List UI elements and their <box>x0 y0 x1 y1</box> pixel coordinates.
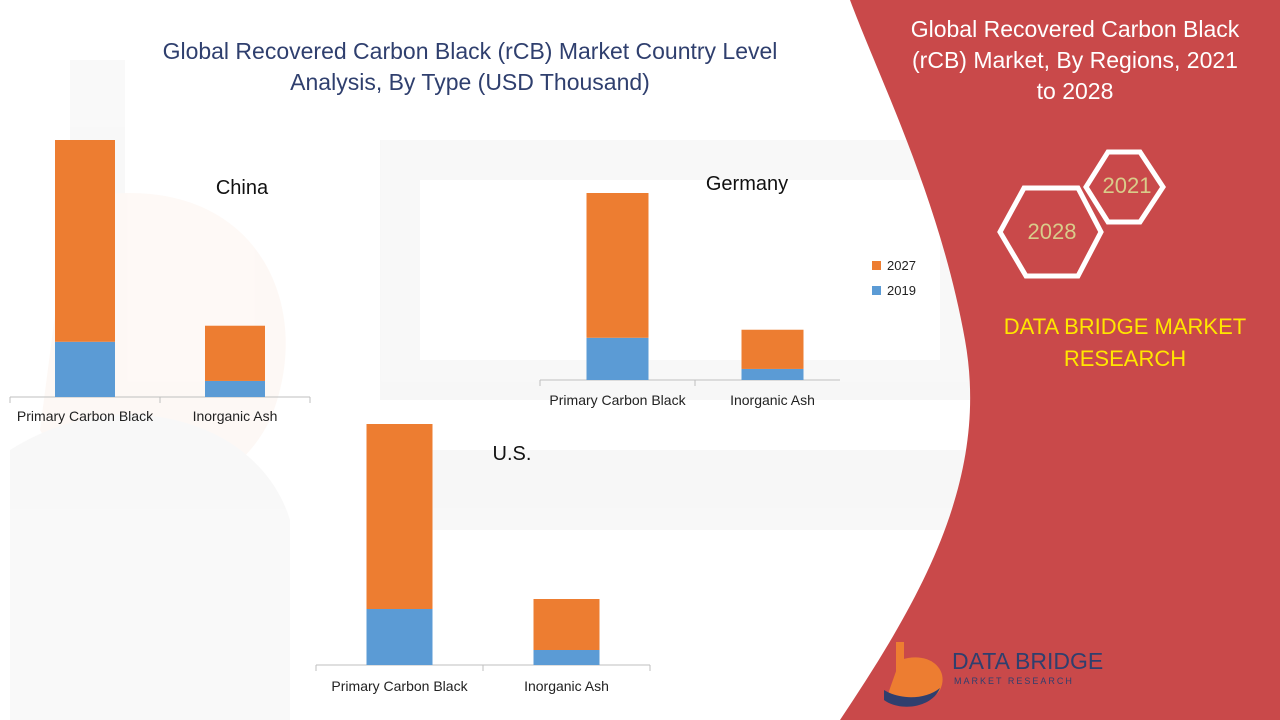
chart-title-germany: Germany <box>706 173 788 195</box>
bar-china-primary-carbon-black-2027 <box>55 140 115 342</box>
legend-item-2019: 2019 <box>872 283 916 298</box>
bar-germany-inorganic-ash-2027 <box>741 329 804 369</box>
legend: 2027 2019 <box>872 258 916 298</box>
bar-germany-primary-carbon-black-2027 <box>586 193 649 338</box>
bar-u-s-primary-carbon-black-2019 <box>366 609 433 665</box>
x-tick-label-china: Primary Carbon Black <box>17 408 154 424</box>
panel-title: Global Recovered Carbon Black (rCB) Mark… <box>910 16 1240 104</box>
x-tick-label-china: Inorganic Ash <box>193 408 278 424</box>
bar-u-s-primary-carbon-black-2027 <box>366 424 433 609</box>
x-tick-label-germany: Primary Carbon Black <box>549 392 686 408</box>
bar-china-primary-carbon-black-2019 <box>55 341 115 397</box>
bar-germany-inorganic-ash-2019 <box>741 368 804 380</box>
chart-title-china: China <box>216 177 269 199</box>
logo-subtitle: MARKET RESEARCH <box>954 676 1074 686</box>
logo-icon <box>884 642 943 707</box>
legend-item-2027: 2027 <box>872 258 916 273</box>
hexagon-back-icon <box>1083 149 1166 225</box>
legend-swatch-2027 <box>872 261 881 270</box>
bar-u-s-inorganic-ash-2027 <box>533 599 600 650</box>
bar-china-inorganic-ash-2019 <box>205 380 265 397</box>
hex-year-2021: 2021 <box>1102 173 1152 198</box>
legend-label-2027: 2027 <box>887 258 916 273</box>
brand-name: DATA BRIDGE MARKET RESEARCH <box>1003 314 1247 371</box>
x-tick-label-u-s: Inorganic Ash <box>524 678 609 694</box>
x-tick-label-u-s: Primary Carbon Black <box>331 678 468 694</box>
hex-year-2028: 2028 <box>1027 219 1077 244</box>
x-tick-label-germany: Inorganic Ash <box>730 392 815 408</box>
bar-china-inorganic-ash-2027 <box>205 325 265 381</box>
bar-germany-primary-carbon-black-2019 <box>586 337 649 380</box>
legend-label-2019: 2019 <box>887 283 916 298</box>
bar-u-s-inorganic-ash-2019 <box>533 650 600 665</box>
side-panel <box>840 0 1280 720</box>
hexagon-front-icon <box>997 185 1104 279</box>
chart-main-title: Global Recovered Carbon Black (rCB) Mark… <box>162 38 778 95</box>
charts-canvas: Primary Carbon Black Inorganic Ash China Pr… <box>9 140 840 694</box>
legend-swatch-2019 <box>872 286 881 295</box>
chart-title-u-s: U.S. <box>493 443 532 465</box>
logo-name: DATA BRIDGE <box>952 648 1104 674</box>
